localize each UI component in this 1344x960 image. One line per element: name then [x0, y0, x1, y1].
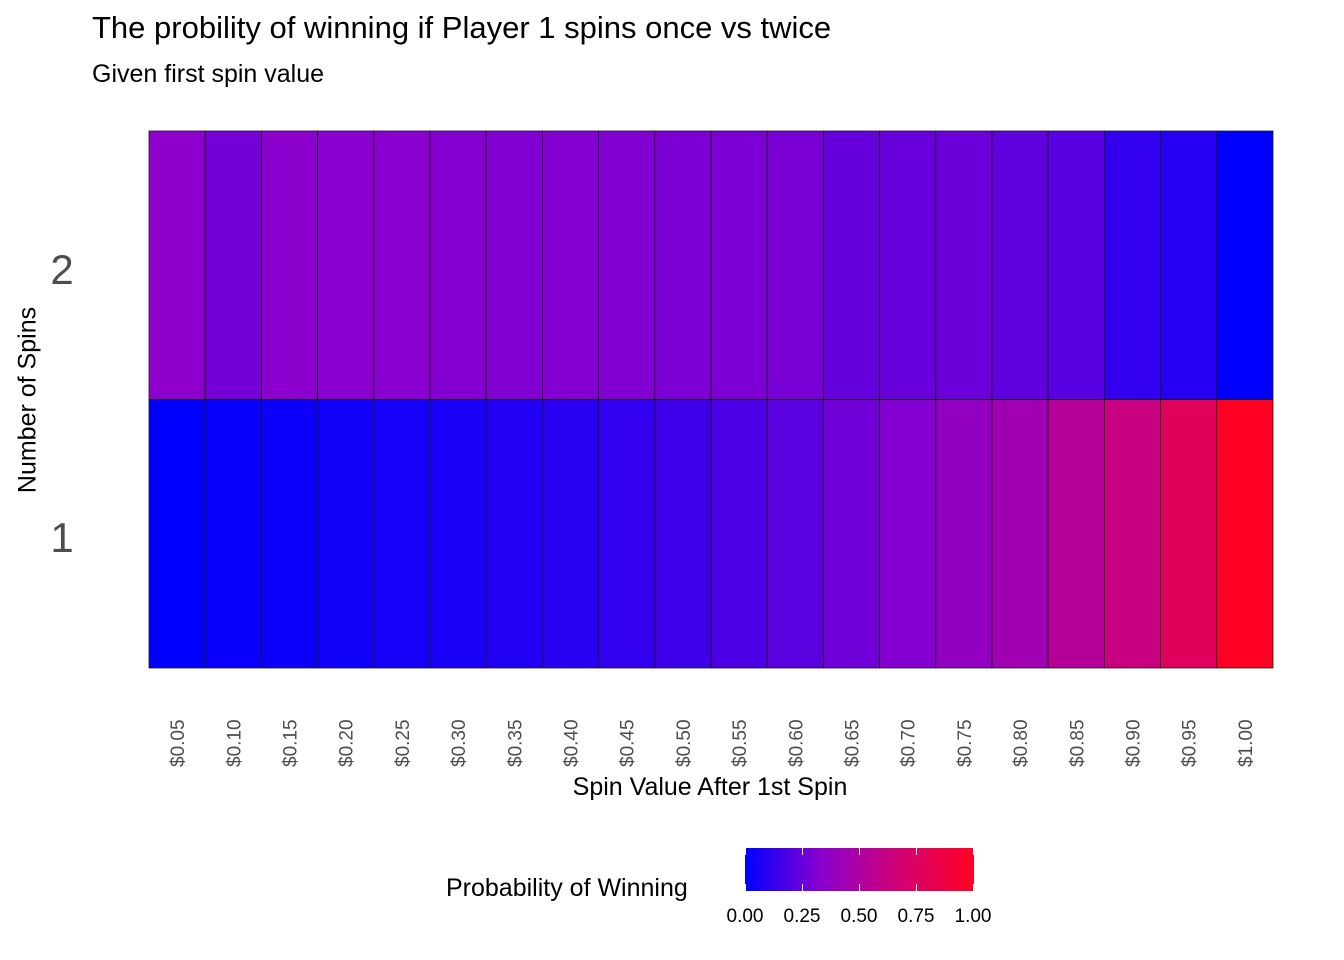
legend-tick-mark [859, 884, 860, 891]
heatmap-cell [485, 399, 543, 669]
legend-tick-mark [973, 848, 974, 855]
heatmap-cell [260, 130, 318, 400]
heatmap-cell [148, 130, 206, 400]
heatmap-cell [710, 399, 768, 669]
x-tick-label: $0.50 [674, 719, 695, 767]
legend-tick-mark [916, 848, 917, 855]
x-tick-label: $0.25 [393, 719, 414, 767]
x-tick-label: $0.35 [505, 719, 526, 767]
heatmap-cell [148, 399, 206, 669]
x-tick-label: $0.15 [281, 719, 302, 767]
x-tick-label: $1.00 [1236, 719, 1257, 767]
legend-tick-label: 0.75 [897, 906, 935, 927]
heatmap-cell [260, 399, 318, 669]
heatmap-cell [204, 130, 262, 400]
heatmap-cell [317, 399, 375, 669]
heatmap-cell [766, 399, 824, 669]
heatmap-cell [1104, 130, 1162, 400]
heatmap-cell [654, 130, 712, 400]
chart-title: The probility of winning if Player 1 spi… [92, 10, 832, 45]
heatmap-cell [373, 399, 431, 669]
legend-tick-label: 0.25 [783, 906, 821, 927]
x-tick-label: $0.65 [843, 719, 864, 767]
heatmap-cell [317, 130, 375, 400]
legend-tick-mark [973, 884, 974, 891]
legend-tick-mark [916, 884, 917, 891]
x-tick-label: $0.20 [337, 719, 358, 767]
heatmap-cell [429, 399, 487, 669]
heatmap-cell [1216, 130, 1274, 400]
heatmap-cell [710, 130, 768, 400]
legend-tick-label: 1.00 [954, 906, 992, 927]
heatmap-cell [1047, 130, 1105, 400]
legend-color-bar [745, 848, 974, 891]
legend-tick-mark [802, 884, 803, 891]
heatmap-cell [598, 399, 656, 669]
x-tick-label: $0.55 [730, 719, 751, 767]
legend-tick-label: 0.00 [726, 906, 764, 927]
heatmap-cell [204, 399, 262, 669]
heatmap-cell [991, 130, 1049, 400]
chart-subtitle: Given first spin value [92, 60, 325, 88]
heatmap-cell [542, 130, 600, 400]
x-tick-label: $0.40 [562, 719, 583, 767]
heatmap-cell [1160, 399, 1218, 669]
legend-tick-label: 0.50 [840, 906, 878, 927]
x-tick-label: $0.75 [955, 719, 976, 767]
heatmap-cell [542, 399, 600, 669]
x-tick-label: $0.90 [1124, 719, 1145, 767]
x-tick-label: $0.80 [1011, 719, 1032, 767]
heatmap-cell [598, 130, 656, 400]
heatmap-cell [1216, 399, 1274, 669]
legend-tick-mark [745, 848, 746, 855]
x-tick-label: $0.45 [618, 719, 639, 767]
x-tick-label: $0.85 [1067, 719, 1088, 767]
heatmap-cell [991, 399, 1049, 669]
heatmap-cell [935, 130, 993, 400]
heatmap-cell [823, 399, 881, 669]
x-tick-label: $0.70 [899, 719, 920, 767]
y-tick-label: 2 [50, 246, 74, 293]
x-tick-label: $0.60 [786, 719, 807, 767]
heatmap-cell [373, 130, 431, 400]
heatmap-cell [485, 130, 543, 400]
legend-title: Probability of Winning [446, 874, 688, 902]
x-tick-label: $0.30 [449, 719, 470, 767]
x-tick-label: $0.05 [168, 719, 189, 767]
x-axis-label: Spin Value After 1st Spin [572, 773, 848, 801]
heatmap-cell [879, 130, 937, 400]
heatmap-cell [429, 130, 487, 400]
y-tick-label: 1 [50, 514, 74, 561]
legend-tick-mark [802, 848, 803, 855]
legend-tick-mark [859, 848, 860, 855]
heatmap-cell [935, 399, 993, 669]
x-tick-label: $0.95 [1180, 719, 1201, 767]
y-axis-label: Number of Spins [13, 306, 42, 494]
heatmap-cell [766, 130, 824, 400]
legend-tick-mark [745, 884, 746, 891]
heatmap-cell [1047, 399, 1105, 669]
heatmap-cell [1104, 399, 1162, 669]
heatmap-cell [879, 399, 937, 669]
x-tick-label: $0.10 [224, 719, 245, 767]
heatmap-cell [823, 130, 881, 400]
heatmap-cell [1160, 130, 1218, 400]
heatmap-cell [654, 399, 712, 669]
